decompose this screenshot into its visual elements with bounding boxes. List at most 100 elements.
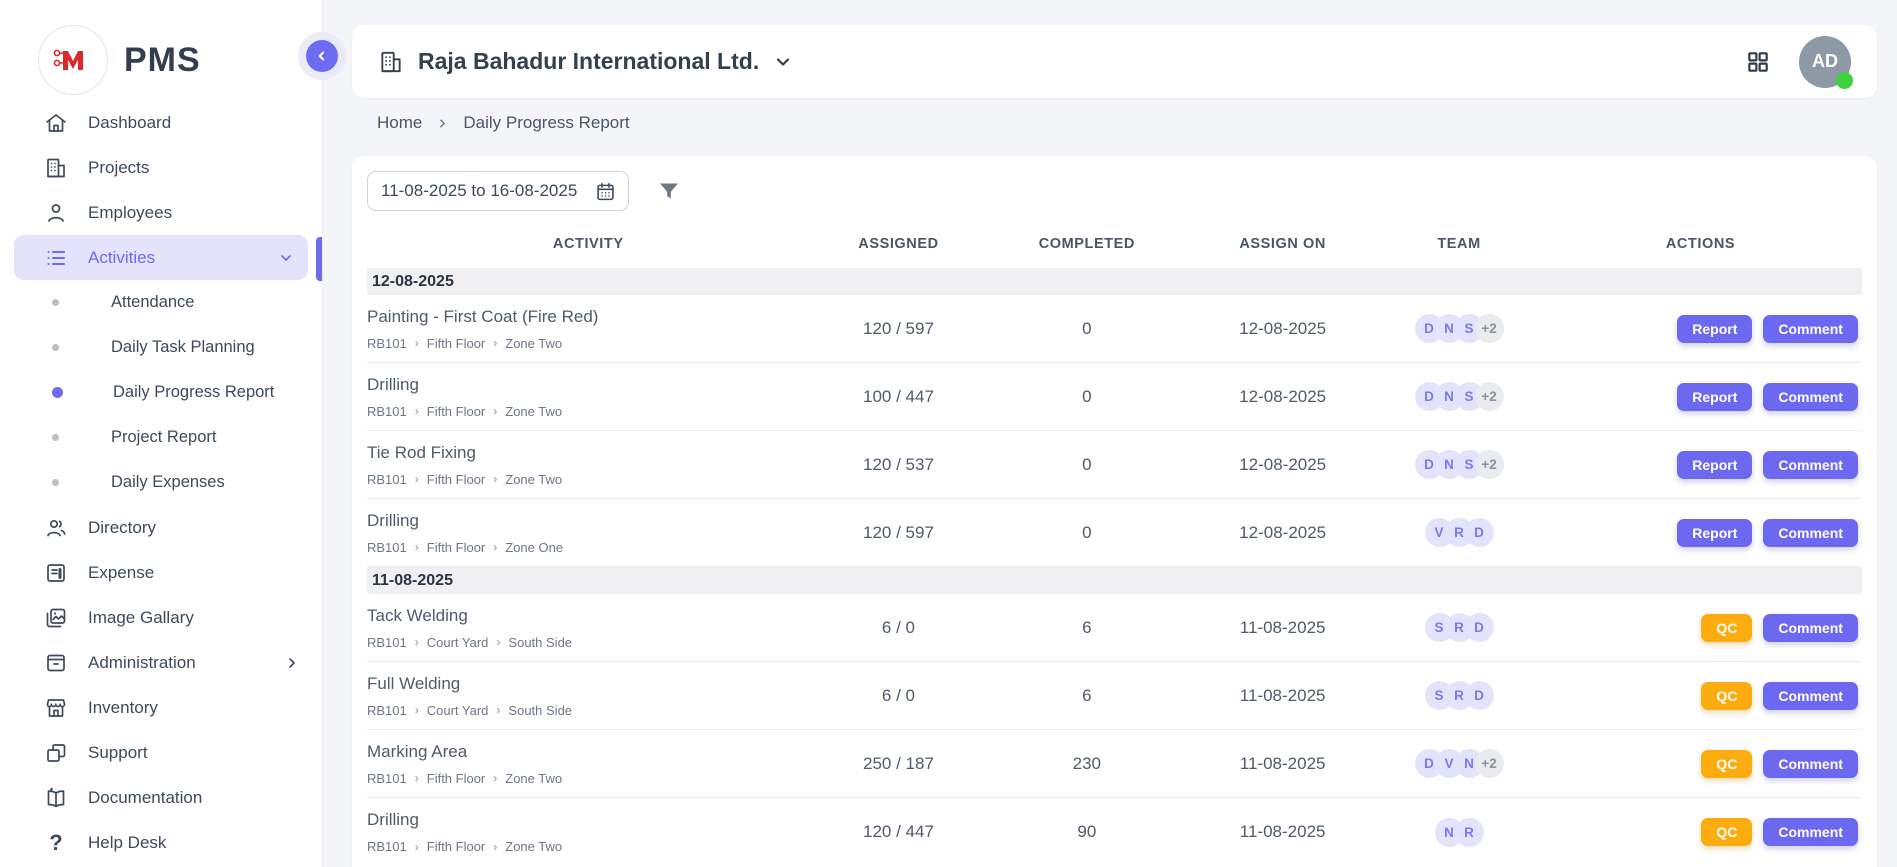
activity-cell: Drilling RB101› Fifth Floor› Zone One: [367, 511, 810, 555]
assigned-value: 100 / 447: [810, 387, 988, 407]
chevron-right-icon: ›: [415, 771, 419, 785]
actions-cell: Report Comment: [1539, 451, 1862, 479]
sidebar-item-support[interactable]: Support: [0, 730, 322, 775]
archive-box-icon: [44, 651, 68, 675]
chevron-down-icon: [278, 250, 294, 266]
sidebar-item-administration[interactable]: Administration: [0, 640, 322, 685]
sidebar-item-daily-expenses[interactable]: Daily Expenses: [0, 460, 322, 505]
question-mark-icon: ?: [44, 831, 68, 855]
table-row: Tie Rod Fixing RB101› Fifth Floor› Zone …: [367, 431, 1862, 499]
activity-name: Marking Area: [367, 742, 810, 762]
logo-mark-icon: [38, 25, 108, 95]
assigned-value: 6 / 0: [810, 618, 988, 638]
comment-button[interactable]: Comment: [1763, 682, 1858, 710]
sidebar-item-label: Daily Task Planning: [111, 338, 255, 357]
bullet-icon: [52, 344, 59, 351]
assigned-value: 250 / 187: [810, 754, 988, 774]
comment-button[interactable]: Comment: [1763, 451, 1858, 479]
online-status-dot: [1836, 72, 1853, 89]
company-selector[interactable]: Raja Bahadur International Ltd.: [378, 48, 793, 75]
sidebar-item-dashboard[interactable]: Dashboard: [0, 100, 322, 145]
chevron-right-icon: ›: [496, 635, 500, 649]
sidebar-item-directory[interactable]: Directory: [0, 505, 322, 550]
actions-cell: Report Comment: [1539, 383, 1862, 411]
user-icon: [44, 201, 68, 225]
team-cell: D N S +2: [1379, 382, 1539, 411]
assigned-value: 120 / 597: [810, 319, 988, 339]
list-icon: [44, 246, 68, 270]
sidebar-item-label: Daily Progress Report: [113, 383, 274, 402]
activity-name: Tack Welding: [367, 606, 810, 626]
report-button[interactable]: Report: [1677, 383, 1752, 411]
comment-button[interactable]: Comment: [1763, 750, 1858, 778]
calendar-icon: [595, 181, 616, 202]
comment-button[interactable]: Comment: [1763, 519, 1858, 547]
chevron-right-icon: [284, 655, 300, 671]
comment-button[interactable]: Comment: [1763, 383, 1858, 411]
team-avatar-extra: +2: [1475, 314, 1504, 343]
sidebar-item-daily-task-planning[interactable]: Daily Task Planning: [0, 325, 322, 370]
completed-value: 0: [987, 319, 1186, 339]
chevron-right-icon: ›: [415, 404, 419, 418]
sidebar-item-label: Attendance: [111, 293, 194, 312]
report-button[interactable]: Report: [1677, 315, 1752, 343]
team-avatars: D V N +2: [1379, 749, 1539, 778]
completed-value: 0: [987, 523, 1186, 543]
sidebar-item-image-gallary[interactable]: Image Gallary: [0, 595, 322, 640]
sidebar-item-attendance[interactable]: Attendance: [0, 280, 322, 325]
sidebar-item-inventory[interactable]: Inventory: [0, 685, 322, 730]
filter-funnel-icon[interactable]: [657, 179, 681, 203]
sidebar-item-help-desk[interactable]: ? Help Desk: [0, 820, 322, 865]
comment-button[interactable]: Comment: [1763, 818, 1858, 846]
sidebar-item-employees[interactable]: Employees: [0, 190, 322, 235]
apps-grid-icon[interactable]: [1745, 49, 1771, 75]
column-header-assign-on: ASSIGN ON: [1186, 236, 1379, 252]
breadcrumb-current: Daily Progress Report: [463, 113, 629, 133]
activity-path: RB101› Fifth Floor› Zone Two: [367, 404, 810, 419]
sidebar-item-label: Dashboard: [88, 113, 171, 133]
date-range-input[interactable]: 11-08-2025 to 16-08-2025: [367, 171, 629, 211]
sidebar-item-project-report[interactable]: Project Report: [0, 415, 322, 460]
activity-name: Drilling: [367, 375, 810, 395]
team-avatar: R: [1455, 818, 1484, 847]
bullet-icon: [52, 479, 59, 486]
team-cell: D N S +2: [1379, 314, 1539, 343]
sidebar-item-daily-progress-report[interactable]: Daily Progress Report: [0, 370, 322, 415]
qc-button[interactable]: QC: [1701, 614, 1752, 642]
sidebar-collapse-button[interactable]: [306, 40, 338, 72]
chevron-right-icon: ›: [415, 635, 419, 649]
actions-cell: QC Comment: [1539, 614, 1862, 642]
filter-row: 11-08-2025 to 16-08-2025: [367, 170, 1862, 212]
team-avatars: D N S +2: [1379, 314, 1539, 343]
table-row: Drilling RB101› Fifth Floor› Zone One 12…: [367, 499, 1862, 567]
qc-button[interactable]: QC: [1701, 682, 1752, 710]
assigned-value: 6 / 0: [810, 686, 988, 706]
activity-path: RB101› Court Yard› South Side: [367, 703, 810, 718]
user-avatar[interactable]: AD: [1799, 36, 1851, 88]
sidebar-item-label: Employees: [88, 203, 172, 223]
report-button[interactable]: Report: [1677, 451, 1752, 479]
actions-cell: QC Comment: [1539, 750, 1862, 778]
qc-button[interactable]: QC: [1701, 750, 1752, 778]
sidebar-item-activities[interactable]: Activities: [14, 235, 308, 280]
activity-path: RB101› Fifth Floor› Zone Two: [367, 472, 810, 487]
table-header: ACTIVITY ASSIGNED COMPLETED ASSIGN ON TE…: [367, 220, 1862, 268]
comment-button[interactable]: Comment: [1763, 614, 1858, 642]
bullet-icon: [52, 299, 59, 306]
team-avatar-extra: +2: [1475, 450, 1504, 479]
breadcrumb-home-link[interactable]: Home: [377, 113, 422, 133]
completed-value: 90: [987, 822, 1186, 842]
sidebar-item-documentation[interactable]: Documentation: [0, 775, 322, 820]
store-icon: [44, 696, 68, 720]
comment-button[interactable]: Comment: [1763, 315, 1858, 343]
report-button[interactable]: Report: [1677, 519, 1752, 547]
sidebar-item-expense[interactable]: Expense: [0, 550, 322, 595]
actions-cell: Report Comment: [1539, 519, 1862, 547]
building-icon: [378, 49, 404, 75]
team-avatar-extra: +2: [1475, 382, 1504, 411]
sidebar-item-label: Image Gallary: [88, 608, 194, 628]
sidebar-item-projects[interactable]: Projects: [0, 145, 322, 190]
topbar-actions: AD: [1745, 36, 1851, 88]
chevron-right-icon: ›: [493, 336, 497, 350]
qc-button[interactable]: QC: [1701, 818, 1752, 846]
